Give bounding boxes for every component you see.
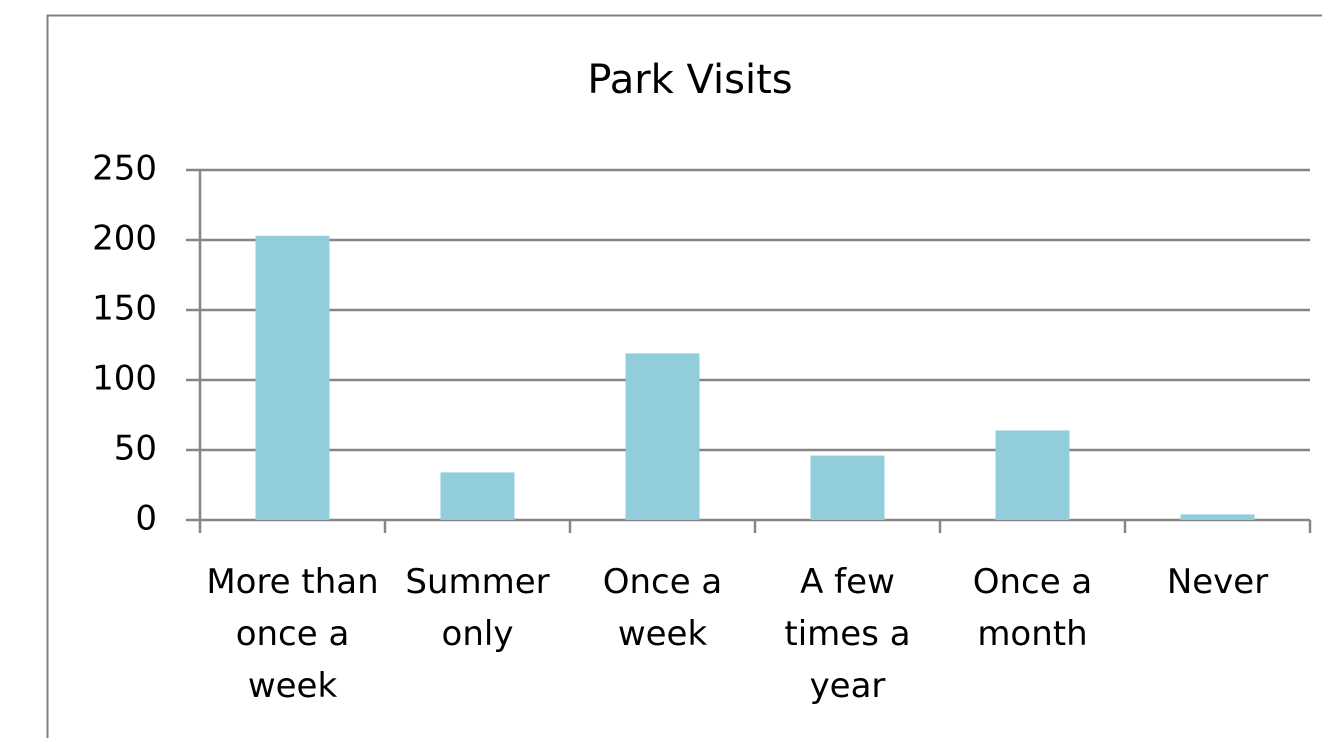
x-tick-label: More than once a week	[206, 562, 379, 706]
bar	[625, 353, 700, 520]
y-tick-label: 250	[92, 149, 157, 189]
bar	[995, 430, 1070, 520]
bar	[440, 472, 515, 520]
x-tick-label: Never	[1166, 562, 1269, 602]
y-tick-label: 100	[92, 359, 157, 399]
chart-title: Park Visits	[587, 57, 792, 103]
bar	[255, 235, 330, 521]
y-tick-label: 0	[135, 499, 157, 539]
bar	[810, 455, 885, 520]
x-tick-label: A few times a year	[784, 562, 911, 706]
x-tick-label: Once a month	[972, 562, 1093, 654]
x-tick-label: Once a week	[602, 562, 723, 654]
bar	[1180, 514, 1255, 520]
y-tick-label: 150	[92, 289, 157, 329]
y-tick-label: 200	[92, 219, 157, 259]
y-tick-label: 50	[114, 429, 157, 469]
x-tick-label: Summer only	[405, 562, 550, 654]
